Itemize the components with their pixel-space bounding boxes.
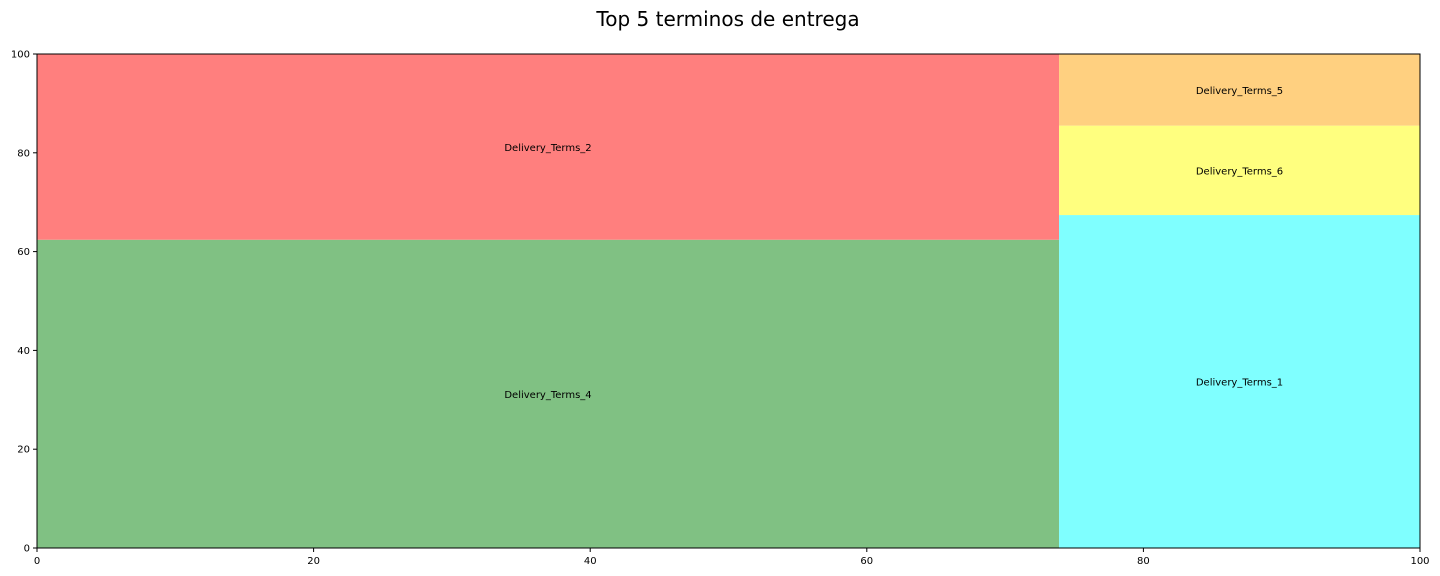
y-tick-label: 100	[11, 50, 30, 61]
y-tick-label: 0	[24, 544, 30, 555]
y-tick-label: 60	[17, 247, 30, 258]
treemap-rect-delivery-terms-2	[37, 54, 1060, 240]
x-tick-label: 40	[584, 556, 597, 567]
treemap-rect-delivery-terms-6	[1059, 125, 1420, 216]
y-axis: 0 20 40 60 80 100	[11, 50, 37, 555]
treemap-rectangles	[37, 54, 1420, 548]
x-tick-label: 80	[1137, 556, 1150, 567]
treemap-label: Delivery_Terms_4	[504, 390, 591, 401]
y-tick-label: 40	[17, 346, 30, 357]
x-tick-label: 0	[34, 556, 40, 567]
x-axis: 0 20 40 60 80 100	[34, 548, 1430, 567]
y-tick-label: 20	[17, 445, 30, 456]
treemap-rect-delivery-terms-5	[1059, 54, 1420, 126]
x-tick-label: 20	[307, 556, 320, 567]
chart-title: Top 5 terminos de entrega	[595, 7, 859, 31]
treemap-label: Delivery_Terms_5	[1196, 86, 1283, 97]
treemap-rect-delivery-terms-1	[1059, 215, 1420, 548]
treemap-labels: Delivery_Terms_4 Delivery_Terms_2 Delivery…	[504, 86, 1283, 401]
y-tick-label: 80	[17, 148, 30, 159]
x-tick-label: 100	[1410, 556, 1429, 567]
treemap-label: Delivery_Terms_6	[1196, 166, 1283, 177]
plot-frame	[36, 53, 1421, 549]
treemap-label: Delivery_Terms_2	[504, 143, 591, 154]
treemap-label: Delivery_Terms_1	[1196, 378, 1283, 389]
treemap-rect-delivery-terms-4	[37, 239, 1060, 548]
x-tick-label: 60	[860, 556, 873, 567]
